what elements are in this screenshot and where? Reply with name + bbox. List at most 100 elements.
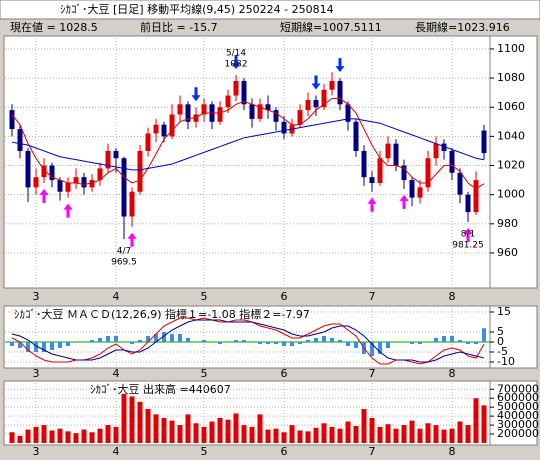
macd-hist [346, 342, 350, 346]
volume-bar [377, 426, 383, 443]
y-tick-label: 960 [497, 246, 518, 259]
candle-body [169, 114, 175, 137]
candle-body [217, 107, 223, 122]
x-tick-label: 4 [113, 290, 120, 303]
y-tick-label: 15 [497, 305, 511, 318]
macd-hist [42, 342, 46, 352]
candle-body [73, 177, 79, 183]
volume-bar [153, 414, 159, 443]
candle-body [449, 150, 455, 173]
macd-hist [242, 340, 246, 342]
annotation-date: 5/14 [226, 49, 246, 59]
volume-bar [441, 429, 447, 443]
macd-hist [450, 336, 454, 342]
y-tick-label: 500000 [497, 400, 539, 413]
volume-bar [273, 428, 279, 443]
macd-hist [298, 342, 302, 344]
volume-bar [145, 408, 151, 443]
volume-bar [393, 428, 399, 443]
macd-hist [106, 336, 110, 342]
candle-body [153, 124, 159, 134]
volume-bar [185, 414, 191, 443]
buy-arrow [399, 194, 409, 209]
candle-body [129, 191, 135, 217]
annotation-price: 969.5 [111, 258, 137, 268]
candle-body [25, 150, 31, 188]
volume-bar [105, 425, 111, 443]
candle-body [81, 177, 87, 188]
macd-hist [130, 342, 134, 344]
info-price: 現在値 = 1028.5 [10, 21, 98, 34]
volume-bar [121, 393, 127, 443]
volume-bar [321, 423, 327, 443]
y-tick-label: 300000 [497, 418, 539, 431]
sell-arrow [335, 58, 345, 73]
macd-hist [186, 338, 190, 342]
macd-hist [354, 342, 358, 348]
annotation-date: 4/7 [117, 247, 131, 257]
buy-arrow [63, 203, 73, 218]
macd-hist [146, 336, 150, 342]
volume-bar [385, 424, 391, 443]
candle-body [161, 124, 167, 137]
y-tick-label: 1060 [497, 100, 525, 113]
buy-arrow [127, 232, 137, 247]
candle-body [313, 99, 319, 108]
sell-arrow [231, 55, 241, 70]
volume-bar [33, 426, 39, 443]
info-change: 前日比 = -15.7 [140, 20, 218, 34]
volume-bar [401, 425, 407, 443]
macd-hist [162, 332, 166, 342]
macd-hist [314, 338, 318, 342]
candle-body [249, 104, 255, 119]
candle-body [273, 110, 279, 122]
annotation-price: 1082 [225, 60, 248, 70]
x-tick-label: 7 [369, 367, 376, 380]
volume-bar [457, 421, 463, 443]
x-tick-label: 3 [33, 445, 40, 458]
volume-bar [241, 425, 247, 443]
volume-bar [41, 425, 47, 443]
macd-hist [482, 328, 486, 342]
macd-hist [138, 340, 142, 342]
candle-body [17, 129, 23, 151]
macd-hist [378, 342, 382, 354]
candle-body [417, 187, 423, 198]
volume-bar [177, 425, 183, 443]
volume-bar [209, 421, 215, 443]
sell-arrow [311, 75, 321, 90]
y-tick-label: -5 [497, 345, 508, 358]
y-tick-label: 700000 [497, 382, 539, 395]
macd-hist [282, 342, 286, 346]
volume-bar [313, 427, 319, 443]
candle-body [121, 158, 127, 217]
macd-hist [18, 342, 22, 348]
candle-body [385, 143, 391, 159]
volume-bar [113, 426, 119, 443]
volume-bar [129, 396, 135, 443]
candle-body [65, 182, 71, 192]
macd-hist [290, 342, 294, 346]
candle-body [41, 165, 47, 178]
candle-body [481, 130, 487, 154]
macd-hist [338, 340, 342, 342]
volume-bar [449, 428, 455, 443]
x-tick-label: 6 [281, 367, 288, 380]
candle-body [377, 158, 383, 183]
volume-bar [369, 417, 375, 443]
volume-bar [257, 414, 263, 443]
macd-hist [170, 334, 174, 342]
candle-body [425, 158, 431, 188]
volume-title: ｼｶｺﾞ･大豆 出来高 =440607 [90, 382, 231, 396]
volume-bar [49, 430, 55, 443]
macd-hist [322, 336, 326, 342]
candle-body [353, 121, 359, 151]
volume-bar [337, 428, 343, 443]
candle-body [329, 80, 335, 90]
annotation-price: 981.25 [452, 240, 484, 250]
volume-bar [137, 401, 143, 443]
volume-bar [57, 428, 63, 443]
macd-hist [154, 334, 158, 342]
volume-bar [225, 419, 231, 443]
